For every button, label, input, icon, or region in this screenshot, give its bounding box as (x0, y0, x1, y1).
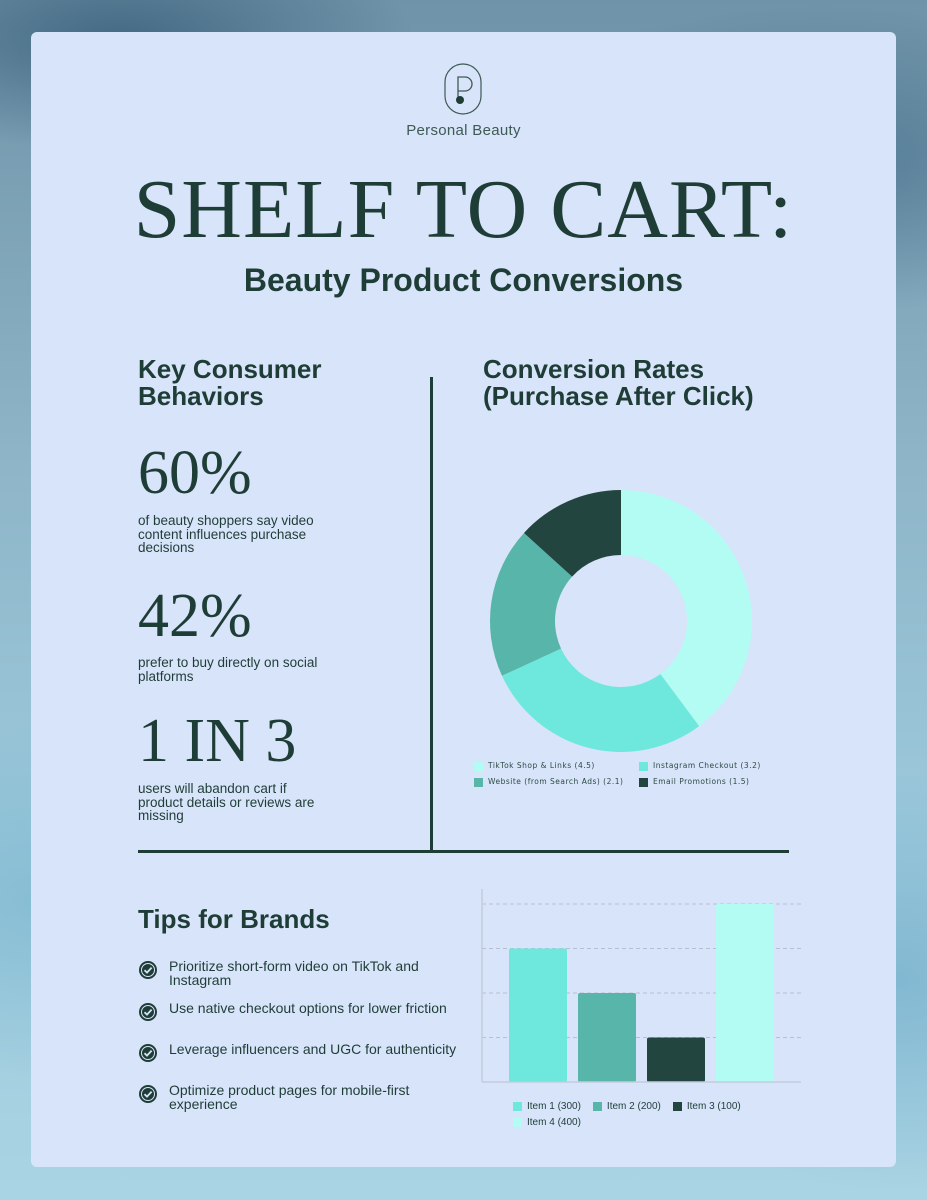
vertical-divider (430, 377, 433, 851)
tip-item: Prioritize short-form video on TikTok an… (138, 958, 458, 988)
stat-text-2: prefer to buy directly on social platfor… (138, 655, 318, 684)
bar-legend-label-2: Item 2 (200) (606, 1101, 661, 1112)
legend-swatch (474, 777, 483, 787)
tip-text-3: Leverage influencers and UGC for authent… (169, 1041, 457, 1057)
stat-value-1: 60% (138, 439, 252, 507)
check-circle-icon (139, 961, 157, 979)
p-monogram-icon (444, 63, 482, 115)
bar-legend: Item 1 (300) Item 2 (200) Item 3 (100) I… (513, 1101, 803, 1133)
donut-slice-2 (501, 648, 700, 752)
page-title: SHELF TO CART: (133, 163, 794, 256)
donut-legend-label-3: Website (from Search Ads) (2.1) (488, 777, 624, 786)
legend-swatch (672, 1101, 682, 1111)
tip-text-1: Prioritize short-form video on TikTok an… (169, 958, 419, 988)
check-circle-icon (139, 1044, 157, 1062)
tip-item: Optimize product pages for mobile-first … (138, 1082, 458, 1112)
legend-swatch (513, 1101, 522, 1111)
brand-name: Personal Beauty (406, 122, 521, 139)
legend-swatch (474, 761, 483, 771)
tip-text-4: Optimize product pages for mobile-first … (169, 1082, 410, 1112)
tips-heading: Tips for Brands (138, 904, 330, 934)
stat-text-3: users will abandon cart if product detai… (138, 781, 315, 823)
legend-swatch (513, 1117, 522, 1127)
legend-swatch (639, 761, 648, 771)
horizontal-divider (138, 850, 789, 853)
donut-chart (490, 490, 752, 752)
bar-legend-item: Item 4 (400) (513, 1117, 581, 1133)
donut-legend-item: Website (from Search Ads) (2.1) (474, 777, 639, 793)
donut-legend-item: Email Promotions (1.5) (639, 777, 749, 793)
bar-legend-label-1: Item 1 (300) (527, 1101, 581, 1112)
bar-1 (509, 948, 567, 1082)
stat-value-2: 42% (138, 582, 252, 650)
page-subtitle: Beauty Product Conversions (243, 262, 684, 298)
bar-chart (481, 889, 801, 1083)
check-circle-icon (139, 1085, 157, 1103)
donut-legend-label-4: Email Promotions (1.5) (653, 777, 750, 786)
donut-slice-1 (621, 490, 752, 727)
donut-legend-item: Instagram Checkout (3.2) (639, 761, 761, 777)
bar-legend-label-3: Item 3 (100) (686, 1101, 741, 1112)
tip-item: Leverage influencers and UGC for authent… (138, 1041, 458, 1063)
donut-slice-4 (523, 490, 621, 577)
bar-legend-label-4: Item 4 (400) (527, 1117, 581, 1128)
check-circle-icon (139, 1003, 157, 1021)
bar-legend-item: Item 1 (300) (513, 1101, 581, 1117)
tip-item: Use native checkout options for lower fr… (138, 1000, 458, 1022)
bar-2 (578, 993, 636, 1082)
bar-legend-item: Item 3 (100) (672, 1101, 741, 1117)
bar-4 (716, 904, 774, 1082)
conversion-heading: Conversion Rates (Purchase After Click) (483, 354, 754, 411)
legend-swatch (639, 777, 648, 787)
donut-slice-3 (490, 532, 573, 676)
donut-legend: TikTok Shop & Links (4.5) Instagram Chec… (474, 761, 794, 793)
bar-3 (647, 1037, 705, 1082)
stat-value-3: 1 IN 3 (138, 707, 297, 775)
legend-swatch (592, 1101, 602, 1111)
behaviors-heading: Key Consumer Behaviors (138, 354, 322, 411)
stat-text-1: of beauty shoppers say video content inf… (138, 513, 314, 555)
bar-legend-item: Item 2 (200) (592, 1101, 661, 1117)
tip-text-2: Use native checkout options for lower fr… (169, 1000, 447, 1016)
donut-legend-label-2: Instagram Checkout (3.2) (653, 761, 761, 770)
donut-legend-item: TikTok Shop & Links (4.5) (474, 761, 639, 777)
donut-legend-label-1: TikTok Shop & Links (4.5) (488, 761, 595, 770)
